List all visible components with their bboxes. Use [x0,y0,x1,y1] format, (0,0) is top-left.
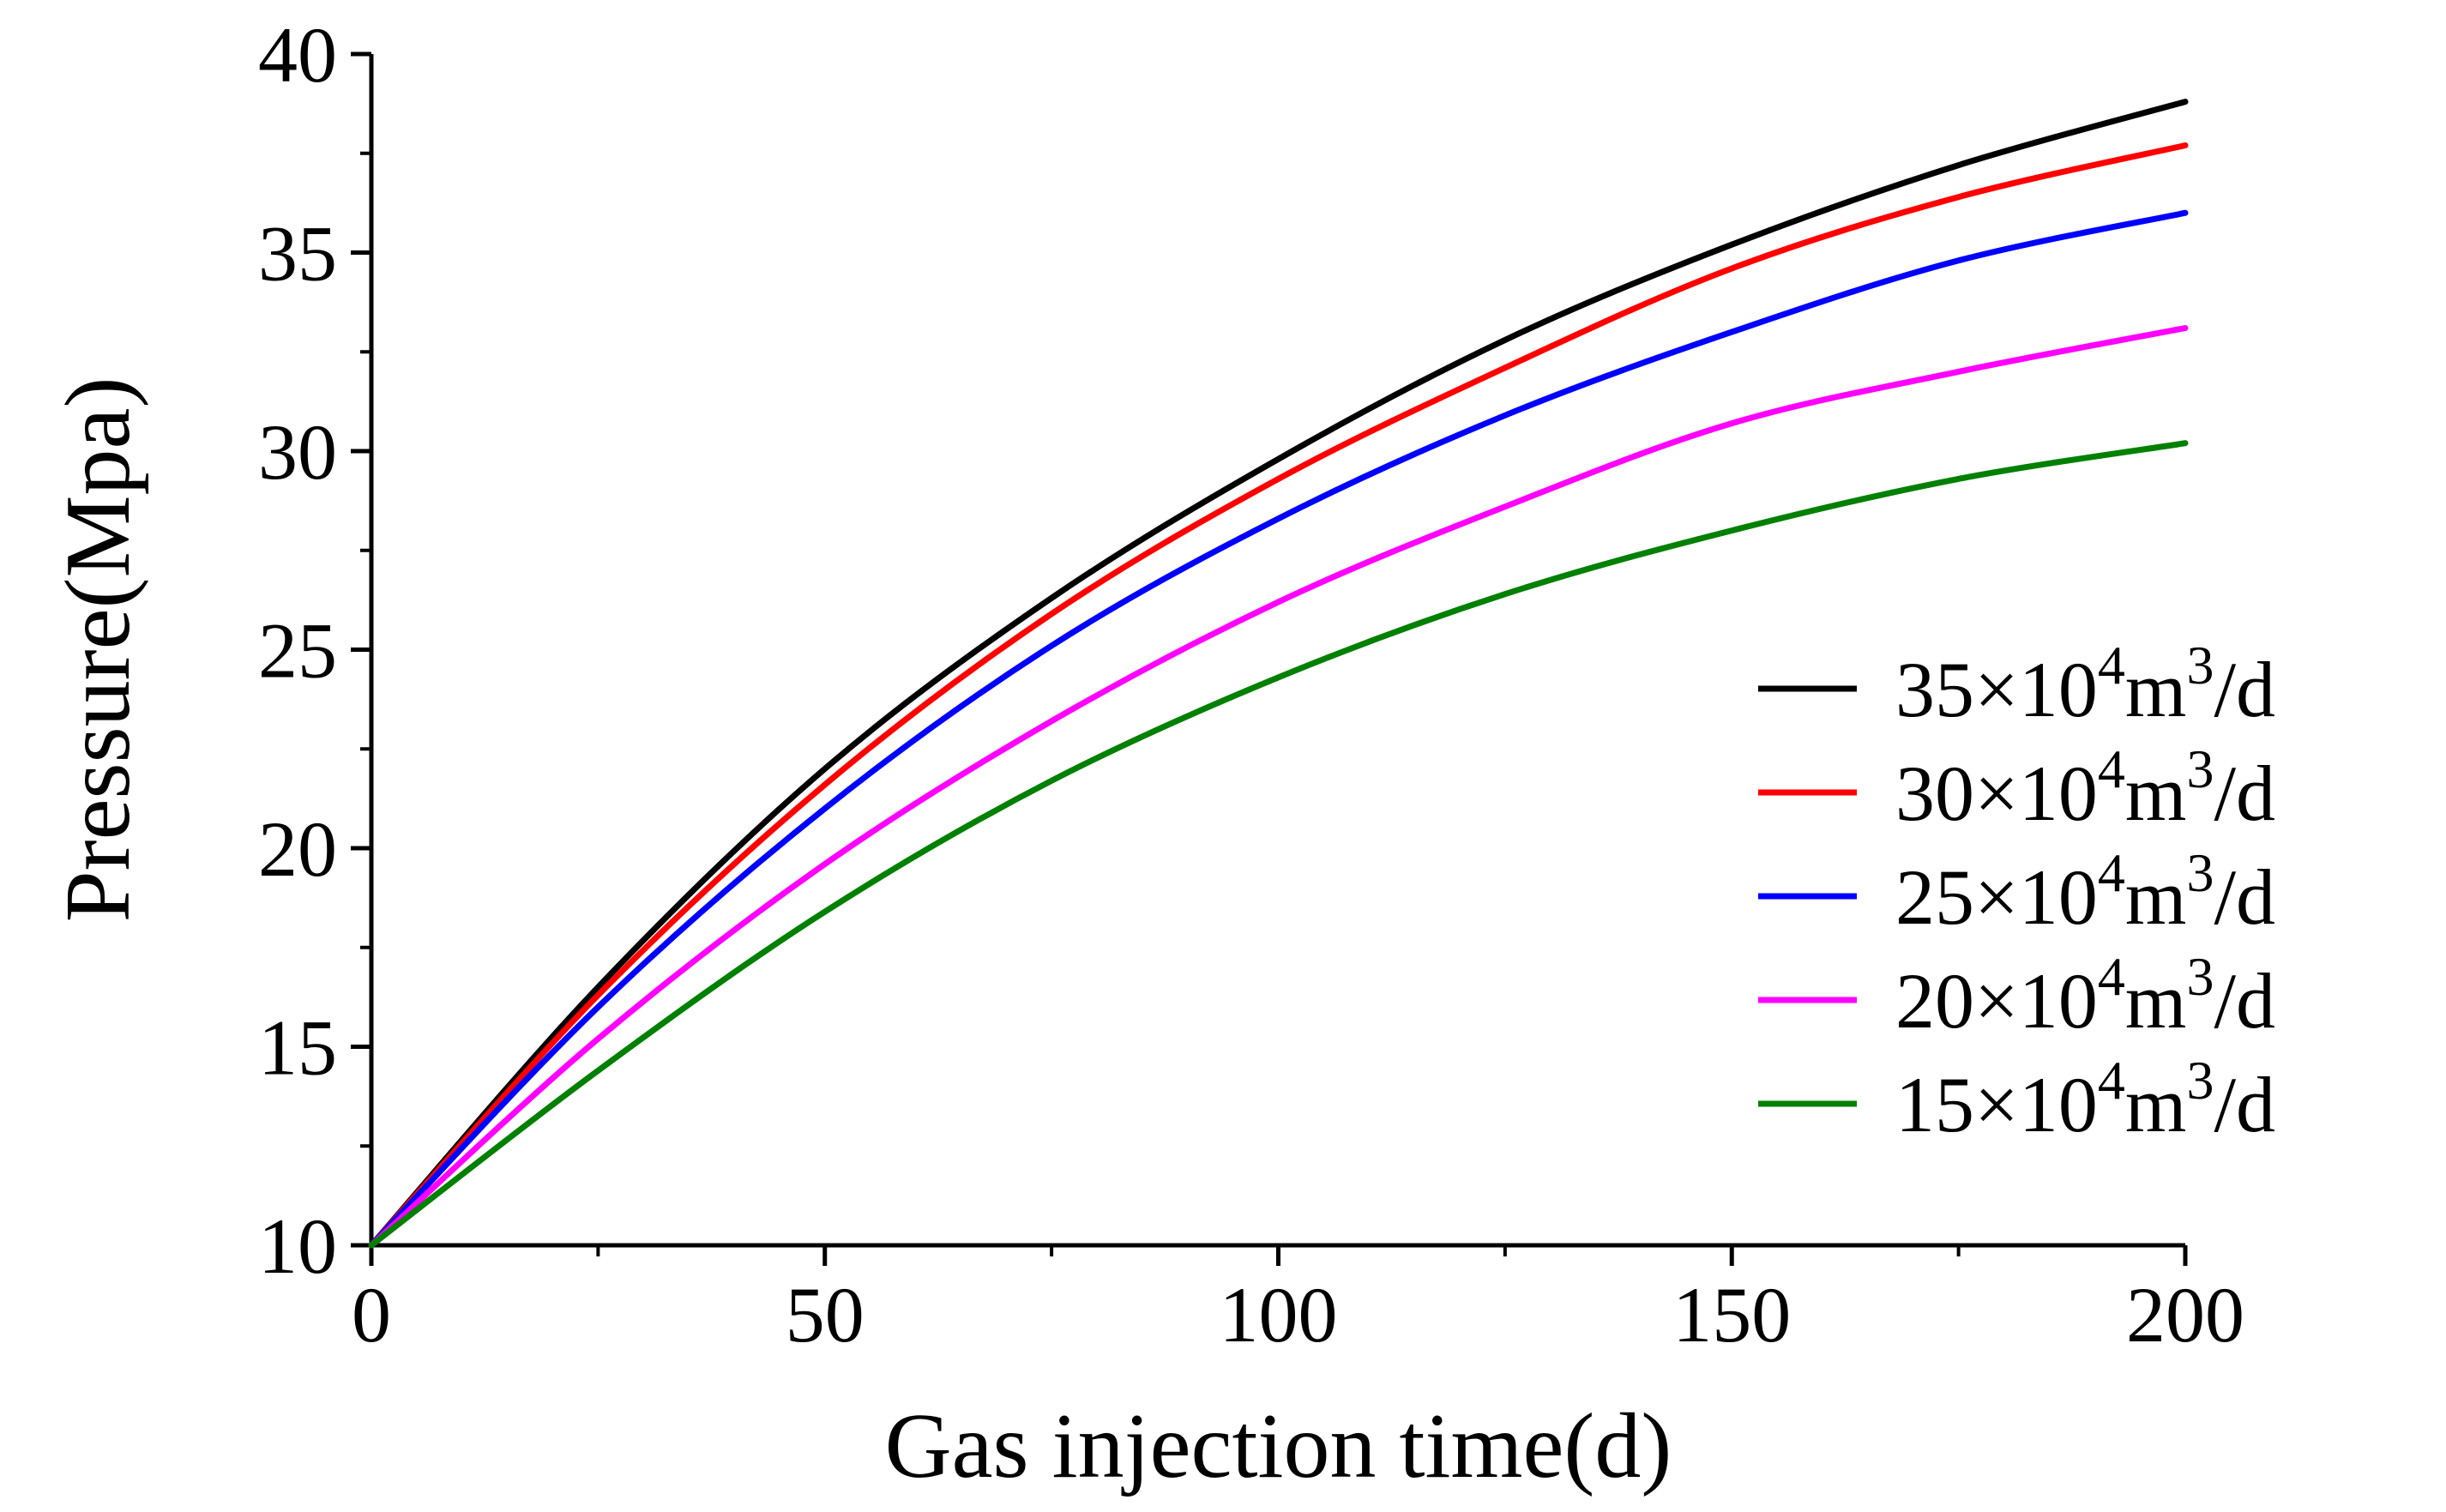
series-line-2 [368,209,2189,1249]
y-tick-label: 40 [258,11,337,99]
legend-label-1: 30×104m3/d [1895,738,2275,837]
y-tick-label: 25 [258,607,337,695]
y-tick-label: 15 [258,1004,337,1092]
x-tick-label: 200 [2126,1271,2244,1358]
y-tick-label: 20 [258,805,337,893]
series-line-1 [368,142,2189,1249]
y-axis-title: Pressure(Mpa) [47,377,149,923]
series-line-0 [368,99,2189,1249]
axes: 10 15 20 25 30 35 40 0 50 100 150 200 [258,11,2244,1358]
legend-label-3: 20×104m3/d [1895,946,2275,1045]
x-tick-label: 0 [352,1271,391,1358]
series-line-3 [368,325,2189,1249]
y-tick-label: 35 [258,210,337,298]
legend-label-2: 25×104m3/d [1895,842,2275,941]
y-tick-label: 10 [258,1202,337,1290]
y-tick-label: 30 [258,408,337,496]
x-tick-label: 150 [1672,1271,1791,1358]
legend-label-4: 15×104m3/d [1895,1050,2275,1148]
x-axis-title: Gas injection time(d) [885,1395,1672,1497]
x-tick-label: 50 [786,1271,865,1358]
series-line-4 [368,440,2189,1249]
legend: 35×104m3/d30×104m3/d25×104m3/d20×104m3/d… [1758,635,2275,1148]
x-tick-label: 100 [1220,1271,1338,1358]
series-group [368,99,2189,1249]
legend-label-0: 35×104m3/d [1895,635,2275,733]
